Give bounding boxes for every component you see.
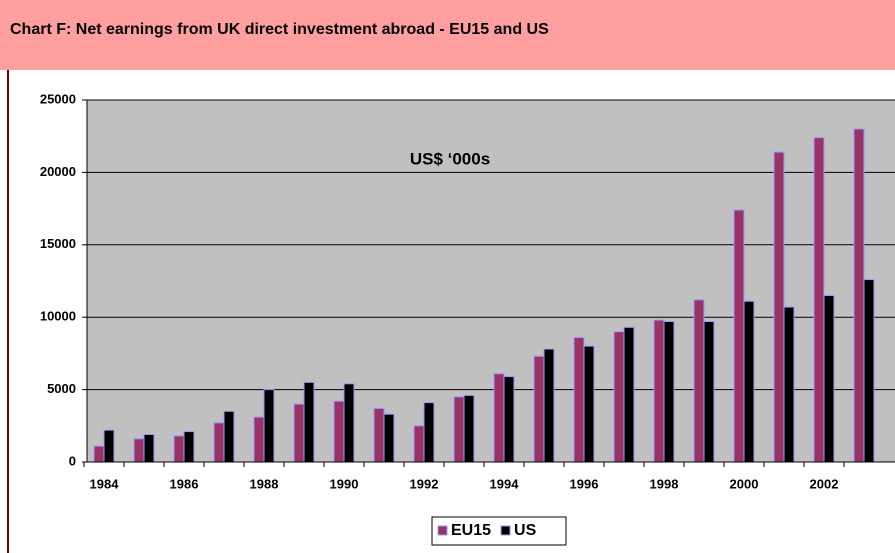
bar [823,294,835,463]
bar [253,416,265,463]
bar [853,128,865,463]
bar [743,300,755,463]
bar [423,402,435,463]
bar [783,306,795,463]
x-tick-label: 2000 [730,476,759,491]
bar [693,299,705,463]
bar [413,425,425,463]
bar [773,151,785,463]
bar [703,321,715,463]
y-tick-label: 15000 [40,236,76,251]
x-tick-label: 1990 [330,476,359,491]
bar [143,433,155,463]
bar [343,383,355,463]
plot-area [87,100,895,462]
bar [173,435,185,463]
bar [93,445,105,463]
legend-swatch [437,525,448,536]
bar [663,321,675,463]
x-tick-label: 1992 [410,476,439,491]
y-tick-label: 25000 [40,91,76,106]
bar [543,348,555,463]
bar [213,422,225,463]
bar [493,373,505,463]
x-tick-label: 1998 [650,476,679,491]
bar [263,389,275,463]
bar [583,345,595,463]
bar [613,331,625,463]
bar [103,429,115,463]
y-tick-label: 10000 [40,309,76,324]
bar [653,319,665,463]
bar [383,413,395,463]
bar [183,431,195,463]
bar [813,137,825,463]
y-tick-label: 20000 [40,164,76,179]
bar [533,355,545,463]
y-tick-label: 5000 [47,381,76,396]
bar [373,407,385,463]
legend-label: EU15 [451,522,491,539]
bar [223,410,235,463]
x-tick-label: 1994 [490,476,520,491]
header-band [0,0,895,70]
bar [133,438,145,463]
annotation: US$ ‘000s [410,149,490,168]
legend-swatch [500,525,511,536]
x-tick-label: 1996 [570,476,599,491]
bar [573,336,585,463]
legend-label: US [514,522,537,539]
x-tick-label: 1984 [90,476,120,491]
x-tick-label: 2002 [810,476,839,491]
chart-title: Chart F: Net earnings from UK direct inv… [10,21,549,38]
bar [733,209,745,463]
bar [453,396,465,463]
bar [503,376,515,463]
bar [863,279,875,463]
bar [623,326,635,463]
bar [333,400,345,463]
legend-box [431,516,567,546]
bar [293,403,305,463]
y-tick-label: 0 [69,453,76,468]
bar [463,394,475,463]
x-tick-label: 1986 [170,476,199,491]
x-tick-label: 1988 [250,476,279,491]
bar [303,381,315,463]
